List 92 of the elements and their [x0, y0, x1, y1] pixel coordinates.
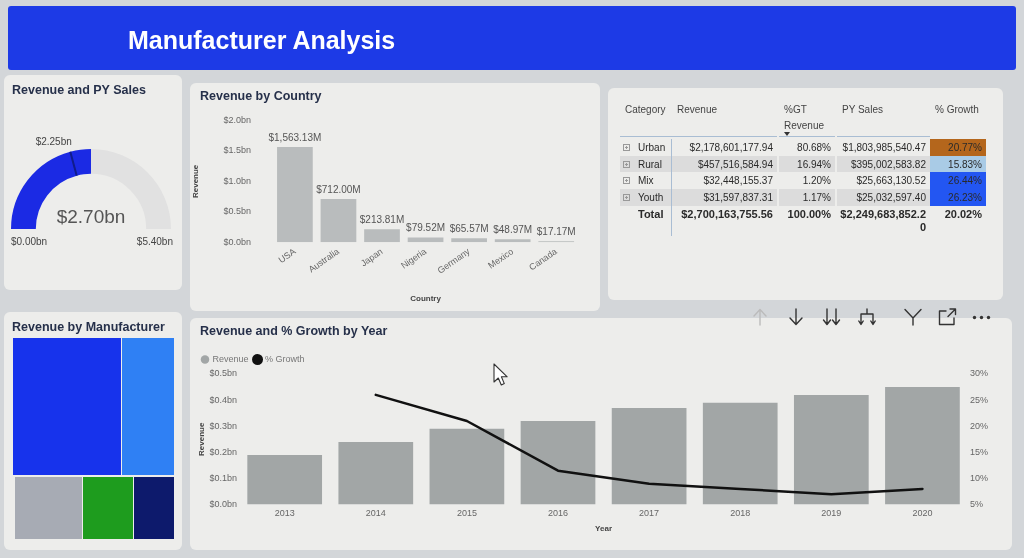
data-label: $2.25bn — [35, 135, 72, 147]
bar — [407, 237, 444, 243]
x-tick-label: 2016 — [547, 508, 569, 519]
x-tick-label: 2013 — [274, 508, 295, 519]
data-label: $17.17M — [536, 226, 576, 238]
x-tick-label: USA — [276, 246, 298, 266]
text: Rural — [638, 158, 662, 170]
text: 20.77% — [948, 142, 982, 153]
bar — [520, 421, 596, 505]
text: %GT Revenue — [784, 104, 825, 131]
text: $5.40bn — [136, 235, 173, 247]
bar — [494, 239, 531, 243]
y2-tick-label: 10% — [969, 472, 988, 483]
text: $32,448,155.37 — [703, 175, 773, 187]
y-tick-label: $1.5bn — [223, 145, 252, 156]
text: 15.83% — [948, 158, 982, 170]
text: 1.20% — [802, 175, 831, 187]
x-tick-label: 2019 — [821, 508, 842, 519]
x-tick-label: 2015 — [456, 508, 477, 519]
y2-tick-label: 20% — [969, 420, 988, 431]
text: $0.00bn — [11, 235, 48, 247]
text: $2,249,683,852.20 — [840, 207, 926, 233]
text: Mix — [638, 175, 654, 187]
data-label: $712.00M — [316, 183, 361, 195]
x-tick-label: 2017 — [639, 508, 660, 519]
chart-title: Revenue and % Growth by Year — [200, 324, 388, 338]
text: PY Sales — [842, 104, 883, 115]
data-label: $213.81M — [359, 214, 405, 226]
text: 26.23% — [948, 192, 982, 204]
bar — [451, 238, 487, 243]
bar — [611, 407, 687, 505]
text: Manufacturer Analysis — [128, 26, 396, 55]
text: Revenue — [677, 104, 718, 115]
text: $25,032,597.40 — [856, 192, 926, 204]
x-tick-label: 2018 — [730, 508, 751, 519]
legend-label: % Growth — [265, 353, 305, 364]
text: $31,597,837.31 — [703, 192, 773, 204]
chart-title: Revenue and PY Sales — [12, 83, 146, 97]
text: $2,700,163,755.56 — [681, 207, 773, 220]
legend-label: Revenue — [212, 353, 249, 364]
y2-tick-label: 30% — [969, 368, 988, 379]
y-axis-title: Revenue — [191, 164, 200, 199]
text: % Growth — [935, 104, 979, 115]
text: 20.02% — [944, 207, 982, 220]
text: 100.00% — [787, 207, 831, 220]
x-axis-title: Year — [595, 524, 613, 534]
bar — [793, 394, 869, 505]
data-label: $65.57M — [449, 223, 489, 235]
data-label: $1,563.13M — [268, 131, 322, 143]
text: Total — [638, 207, 664, 220]
y-tick-label: $0.2bn — [209, 446, 238, 457]
text: Urban — [638, 142, 666, 153]
bar — [429, 428, 505, 505]
text: Category — [625, 104, 666, 115]
y-tick-label: $0.5bn — [209, 368, 238, 379]
text: $2,178,601,177.94 — [689, 142, 773, 153]
y-tick-label: $0.0bn — [209, 499, 238, 510]
y-tick-label: $0.4bn — [209, 394, 238, 405]
y-tick-label: $0.5bn — [223, 206, 252, 217]
bar — [277, 147, 313, 243]
y-tick-label: $0.1bn — [209, 472, 238, 483]
y2-tick-label: 15% — [969, 446, 988, 457]
x-tick-label: 2020 — [912, 508, 933, 519]
text: $25,663,130.52 — [856, 175, 926, 187]
text: 1.17% — [802, 192, 831, 204]
text: Youth — [638, 192, 664, 204]
text: $1,803,985,540.47 — [842, 142, 926, 153]
bar — [702, 402, 778, 505]
y-tick-label: $0.0bn — [223, 236, 252, 247]
bar — [247, 454, 323, 505]
x-tick-label: 2014 — [365, 508, 386, 519]
text: $395,002,583.82 — [850, 158, 926, 170]
text: $457,516,584.94 — [697, 158, 773, 170]
text: 16.94% — [797, 158, 831, 170]
bar — [364, 229, 400, 243]
text: 80.68% — [797, 142, 831, 153]
y2-tick-label: 5% — [969, 499, 983, 510]
data-label: $79.52M — [406, 222, 446, 234]
text: Revenue by Manufacturer — [12, 320, 165, 334]
y-tick-label: $0.3bn — [209, 420, 238, 431]
y-axis-title: Revenue — [197, 422, 206, 456]
bar — [885, 387, 960, 505]
bar — [320, 198, 357, 243]
x-axis-title: Country — [410, 294, 442, 304]
y2-tick-label: 25% — [969, 394, 988, 405]
y-tick-label: $2.0bn — [223, 114, 252, 125]
bar — [338, 441, 414, 505]
data-label: $48.97M — [493, 224, 533, 236]
text: $2.70bn — [56, 206, 126, 227]
y-tick-label: $1.0bn — [223, 175, 252, 186]
chart-title: Revenue by Country — [200, 89, 322, 103]
text: 26.44% — [948, 175, 982, 187]
